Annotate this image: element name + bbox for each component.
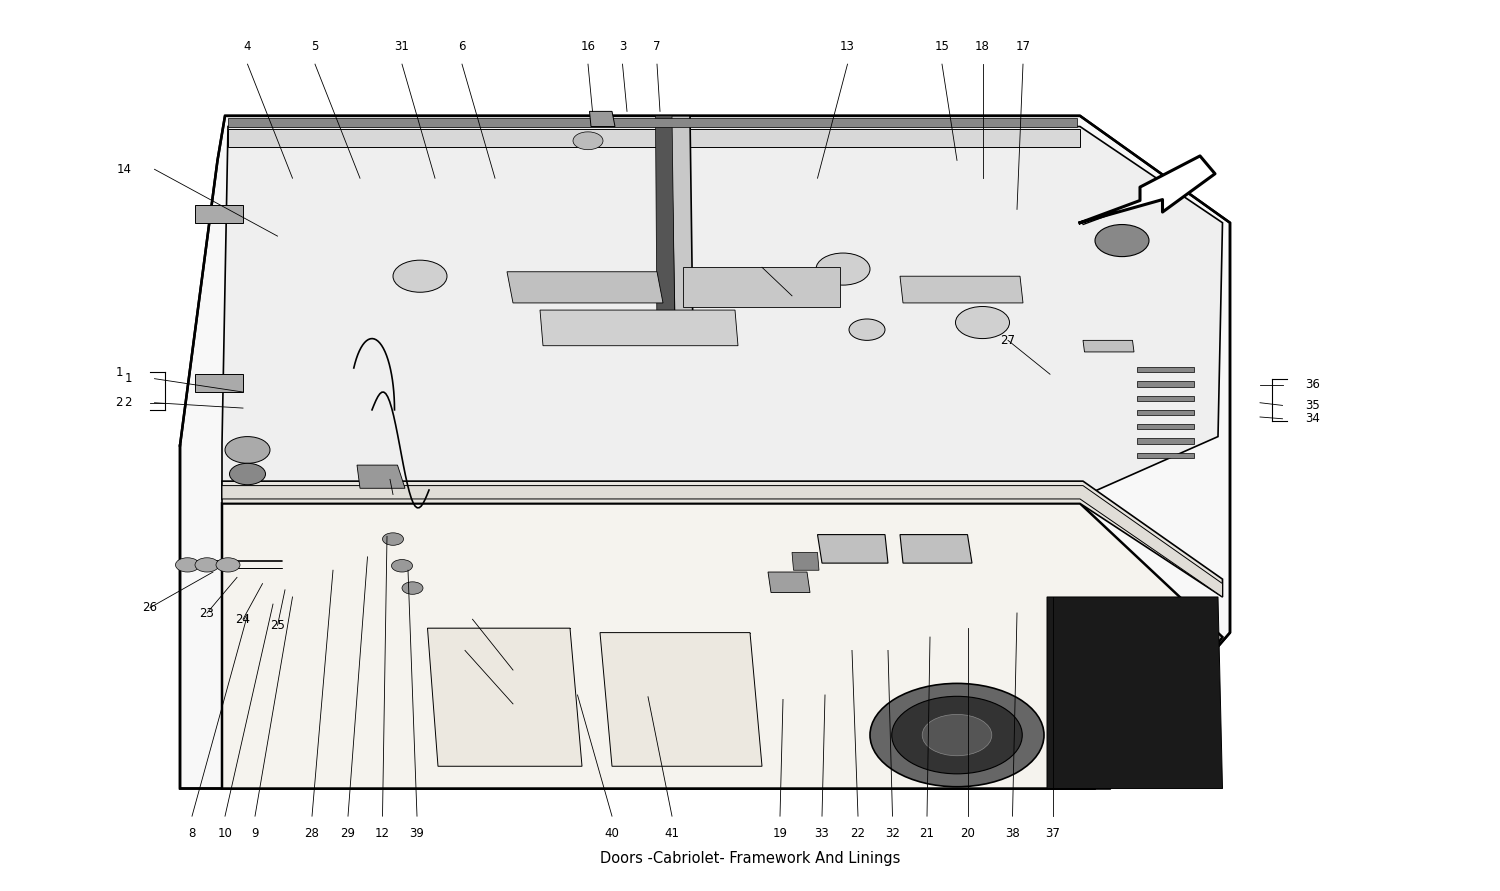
Text: 41: 41 (664, 827, 680, 840)
Text: 35: 35 (1305, 399, 1320, 412)
Text: 11: 11 (386, 488, 400, 501)
Text: 29: 29 (340, 827, 356, 840)
Text: 12: 12 (375, 827, 390, 840)
Polygon shape (507, 272, 663, 303)
Circle shape (891, 697, 1023, 773)
Polygon shape (427, 628, 582, 766)
Text: 33: 33 (815, 827, 830, 840)
Text: 14: 14 (117, 163, 132, 176)
Polygon shape (1137, 438, 1194, 444)
Text: 20: 20 (960, 827, 975, 840)
Polygon shape (195, 374, 243, 392)
Text: 31: 31 (394, 40, 410, 53)
Text: 39: 39 (410, 827, 424, 840)
Text: 26: 26 (142, 601, 158, 614)
Polygon shape (900, 276, 1023, 303)
Polygon shape (222, 481, 1222, 597)
Polygon shape (768, 572, 810, 593)
Polygon shape (1137, 453, 1194, 458)
Circle shape (393, 260, 447, 292)
Text: 32: 32 (885, 827, 900, 840)
Circle shape (225, 437, 270, 463)
Text: 27: 27 (1000, 334, 1016, 347)
Polygon shape (228, 118, 1077, 127)
Circle shape (573, 132, 603, 150)
Text: 19: 19 (772, 827, 788, 840)
Circle shape (870, 683, 1044, 787)
Text: 2: 2 (124, 396, 132, 409)
Polygon shape (792, 552, 819, 570)
Text: 21: 21 (920, 827, 934, 840)
Circle shape (922, 715, 992, 756)
Polygon shape (540, 310, 738, 346)
Polygon shape (590, 111, 615, 127)
Text: 16: 16 (580, 40, 596, 53)
Polygon shape (180, 116, 1230, 789)
Text: Doors -Cabriolet- Framework And Linings: Doors -Cabriolet- Framework And Linings (600, 851, 900, 866)
Text: 8: 8 (189, 827, 195, 840)
Polygon shape (222, 486, 1222, 597)
Polygon shape (222, 503, 1222, 789)
Polygon shape (222, 127, 1222, 499)
Circle shape (195, 558, 219, 572)
Text: 22: 22 (850, 827, 865, 840)
Text: 15: 15 (934, 40, 950, 53)
Text: 40: 40 (604, 827, 619, 840)
Text: 4: 4 (243, 40, 250, 53)
Circle shape (849, 319, 885, 340)
Text: 24: 24 (236, 613, 250, 625)
Circle shape (402, 582, 423, 594)
Text: 34: 34 (1305, 413, 1320, 425)
Text: 6: 6 (459, 40, 465, 53)
Polygon shape (682, 267, 840, 307)
Polygon shape (1137, 381, 1194, 387)
Polygon shape (670, 116, 693, 339)
Text: 3: 3 (620, 40, 626, 53)
Text: 43: 43 (506, 698, 520, 710)
Text: 38: 38 (1005, 827, 1020, 840)
Text: 7: 7 (654, 40, 660, 53)
Circle shape (216, 558, 240, 572)
Polygon shape (1137, 367, 1194, 372)
Polygon shape (900, 535, 972, 563)
Text: 25: 25 (270, 619, 285, 632)
Polygon shape (195, 205, 243, 223)
Polygon shape (600, 633, 762, 766)
Circle shape (1095, 225, 1149, 257)
Text: 36: 36 (1305, 379, 1320, 391)
Text: 10: 10 (217, 827, 232, 840)
Polygon shape (1047, 597, 1222, 789)
Circle shape (956, 307, 1010, 339)
Text: 18: 18 (975, 40, 990, 53)
Text: 9: 9 (252, 827, 258, 840)
Text: 17: 17 (1016, 40, 1031, 53)
Polygon shape (228, 129, 1080, 147)
Text: 2: 2 (116, 396, 123, 409)
Text: 37: 37 (1046, 827, 1060, 840)
Text: 42: 42 (506, 664, 520, 676)
Polygon shape (1137, 410, 1194, 415)
Circle shape (816, 253, 870, 285)
Circle shape (176, 558, 200, 572)
Polygon shape (656, 116, 675, 340)
Text: 5: 5 (312, 40, 318, 53)
Circle shape (230, 463, 266, 485)
Polygon shape (1083, 340, 1134, 352)
Text: 1: 1 (116, 366, 123, 379)
Polygon shape (1080, 156, 1215, 223)
Polygon shape (1137, 396, 1194, 401)
Text: 23: 23 (200, 607, 214, 619)
Text: 30: 30 (784, 290, 800, 302)
Text: 28: 28 (304, 827, 320, 840)
Polygon shape (818, 535, 888, 563)
Circle shape (382, 533, 404, 545)
Text: 13: 13 (840, 40, 855, 53)
Polygon shape (357, 465, 405, 488)
Circle shape (392, 560, 412, 572)
Text: 1: 1 (124, 372, 132, 385)
Polygon shape (1137, 424, 1194, 429)
